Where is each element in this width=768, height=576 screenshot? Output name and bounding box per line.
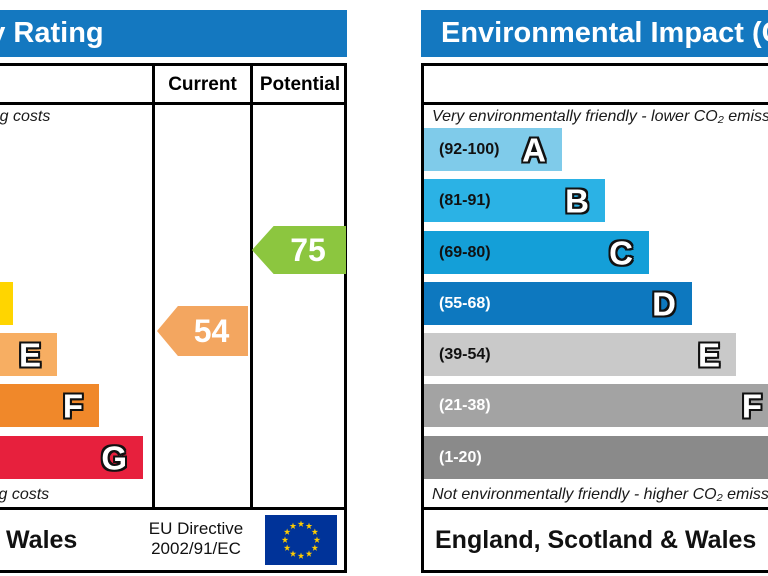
- top-note: Very energy efficient - lower running co…: [0, 108, 51, 125]
- band-f-range: (21-38): [439, 396, 491, 414]
- band-f-letter: F: [62, 387, 83, 424]
- band-g: (1-20) G: [0, 436, 143, 479]
- footer-row-divider: [424, 507, 768, 510]
- header-row-divider: [424, 102, 768, 105]
- band-g-letter: G: [101, 439, 127, 476]
- band-d-letter: D: [652, 285, 676, 322]
- band-a: (92-100) A: [424, 128, 562, 171]
- environmental-impact-chart: Environmental Impact (CO₂) Rating Curren…: [421, 0, 768, 576]
- potential-column-header: Potential: [259, 74, 341, 95]
- current-rating-arrow: 54: [157, 306, 248, 356]
- band-a-range: (92-100): [439, 140, 500, 158]
- column-divider: [250, 66, 253, 510]
- current-rating-value: 54: [193, 312, 230, 349]
- eu-directive-line2: 2002/91/EC: [151, 538, 241, 558]
- energy-chart-header: Energy Efficiency Rating: [0, 10, 347, 57]
- band-c-range: (69-80): [439, 243, 491, 261]
- band-e: (39-54) E: [0, 333, 57, 376]
- bottom-note: Not energy efficient - higher running co…: [0, 486, 50, 503]
- band-f-letter: F: [741, 387, 762, 424]
- band-e-letter: E: [697, 336, 720, 373]
- bottom-note: Not environmentally friendly - higher CO…: [432, 486, 768, 503]
- footer-row-divider: [0, 507, 344, 510]
- potential-rating-arrow: 75: [252, 226, 346, 274]
- band-f: (21-38) F: [0, 384, 99, 427]
- energy-efficiency-chart: Energy Efficiency Rating Current Potenti…: [0, 0, 347, 576]
- band-f: (21-38) F: [424, 384, 768, 427]
- band-b-range: (81-91): [439, 191, 491, 209]
- band-d: (55-68) D: [424, 282, 692, 325]
- band-g-range: (1-20): [439, 448, 482, 466]
- env-chart-header: Environmental Impact (CO₂) Rating: [421, 10, 768, 57]
- band-d-range: (55-68): [439, 294, 491, 312]
- band-b-letter: B: [565, 182, 589, 219]
- column-divider: [152, 66, 155, 510]
- footer-region-label: England, Scotland & Wales: [435, 526, 757, 554]
- band-c: (69-80) C: [424, 231, 649, 274]
- header-row-divider: [0, 102, 344, 105]
- eu-flag-icon: [265, 515, 337, 565]
- eu-directive-label: EU Directive 2002/91/EC: [130, 519, 262, 558]
- eu-directive-line1: EU Directive: [148, 519, 244, 538]
- band-a-letter: A: [522, 131, 546, 168]
- potential-rating-value: 75: [290, 231, 326, 268]
- band-e-letter: E: [18, 336, 41, 373]
- energy-chart-title: Energy Efficiency Rating: [0, 17, 104, 49]
- footer-region-label: England, Scotland & Wales: [0, 526, 78, 554]
- band-g: (1-20) G: [424, 436, 768, 479]
- current-column-header: Current: [168, 74, 237, 95]
- top-note: Very environmentally friendly - lower CO…: [432, 108, 768, 125]
- band-c-letter: C: [609, 234, 633, 271]
- band-d: (55-68) D: [0, 282, 13, 325]
- band-e-range: (39-54): [439, 345, 491, 363]
- band-b: (81-91) B: [424, 179, 605, 222]
- env-chart-title: Environmental Impact (CO₂) Rating: [441, 17, 768, 49]
- band-e: (39-54) E: [424, 333, 736, 376]
